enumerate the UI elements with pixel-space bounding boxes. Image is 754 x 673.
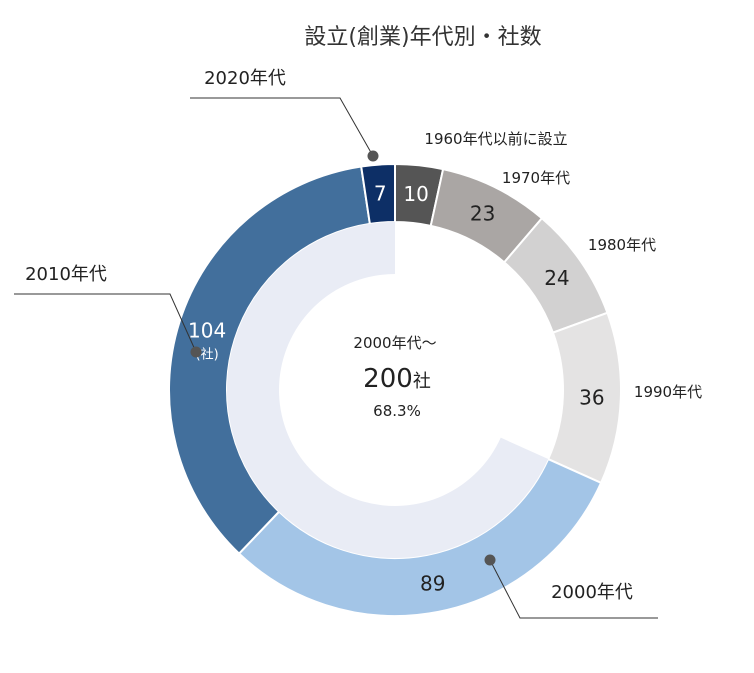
- segment-4-category-label: 2000年代: [551, 582, 633, 603]
- segment-6-value-label: 7: [374, 182, 387, 206]
- segment-2-category-label: 1980年代: [588, 236, 656, 254]
- center-summary: 2000年代〜 200社 68.3%: [353, 334, 436, 420]
- segment-6-leader-dot: [367, 150, 379, 162]
- segment-0-value-label: 10: [403, 182, 428, 206]
- chart-title: 設立(創業)年代別・社数: [304, 25, 541, 50]
- segment-1-value-label: 23: [470, 202, 495, 226]
- segment-5-value-label: 104: [188, 319, 226, 343]
- segment-2-value-label: 24: [544, 266, 569, 290]
- center-percent: 68.3%: [373, 402, 421, 420]
- segment-6-leader-line: [190, 97, 374, 157]
- segment-5-category-label: 2010年代: [25, 264, 107, 285]
- segment-4-leader-line: [489, 559, 658, 619]
- label-layer: 10232436891047(社)1960年代以前に設立1970年代1980年代…: [14, 68, 702, 619]
- segment-5-leader-line: [14, 293, 197, 353]
- center-range-label: 2000年代〜: [353, 334, 436, 352]
- center-total-value: 200: [363, 364, 413, 394]
- segment-3-category-label: 1990年代: [634, 383, 702, 401]
- segment-3-value-label: 36: [579, 385, 604, 409]
- center-total: 200社: [363, 364, 431, 394]
- segment-5-leader-dot: [190, 346, 202, 358]
- segment-1-category-label: 1970年代: [502, 169, 570, 187]
- inner-2000s-arc: [227, 222, 549, 558]
- inner-arc-layer: [227, 222, 549, 558]
- segment-0-category-label: 1960年代以前に設立: [424, 130, 567, 148]
- segment-6-category-label: 2020年代: [204, 68, 286, 89]
- segment-4-leader-dot: [484, 554, 496, 566]
- segment-4-value-label: 89: [420, 571, 445, 595]
- center-total-unit: 社: [413, 371, 431, 392]
